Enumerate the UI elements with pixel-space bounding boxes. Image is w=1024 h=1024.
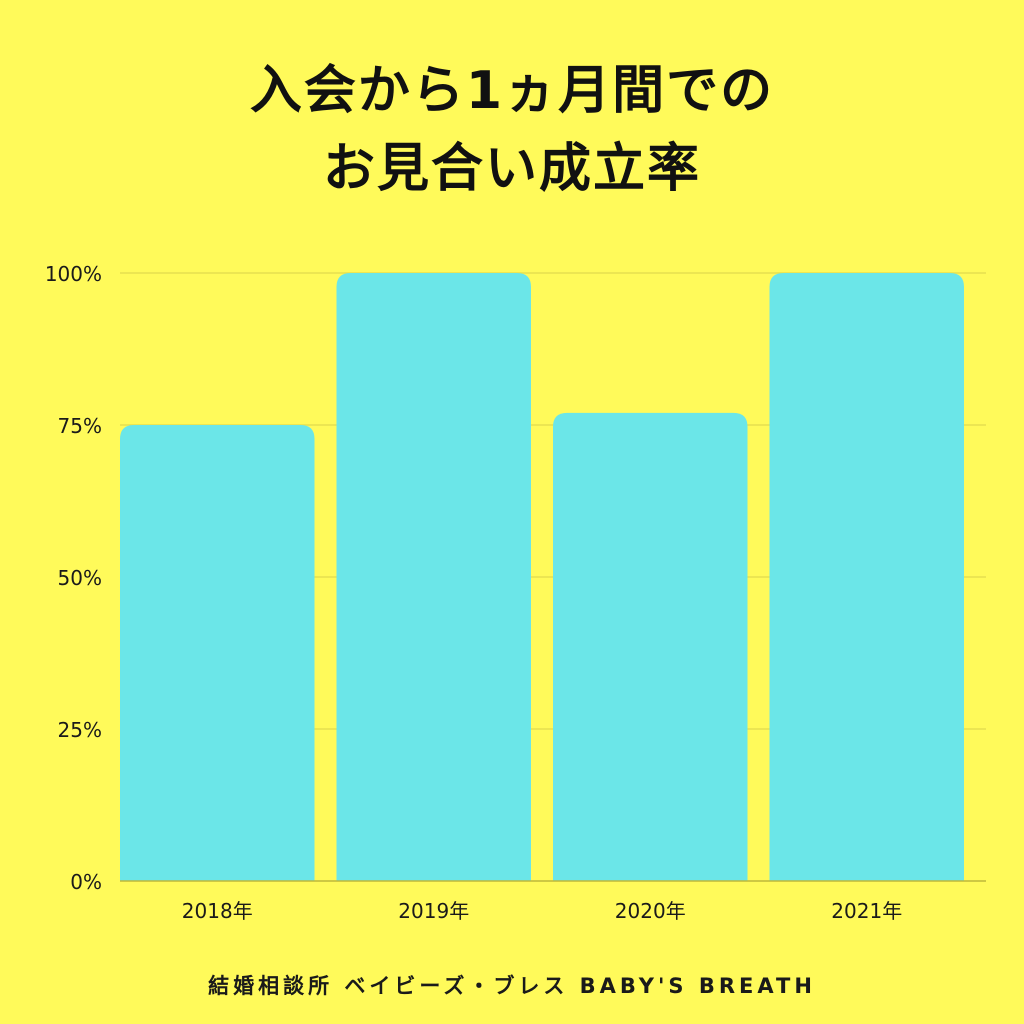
chart-title-line-1: 入会から1ヵ月間での [249, 61, 775, 121]
bar-2018年 [120, 425, 315, 881]
chart-title: 入会から1ヵ月間での お見合い成立率 [0, 52, 1024, 208]
x-tick-label: 2019年 [398, 899, 469, 923]
x-tick-label: 2020年 [615, 899, 686, 923]
footer-brand: 結婚相談所 ベイビーズ・ブレス BABY'S BREATH [208, 974, 816, 998]
y-tick-label: 100% [45, 262, 102, 286]
chart-title-line-2: お見合い成立率 [322, 139, 701, 199]
y-tick-labels: 0% 25% 50% 75% 100% [45, 262, 102, 894]
x-tick-label: 2021年 [831, 899, 902, 923]
x-tick-labels: 2018年 2019年 2020年 2021年 [182, 899, 902, 923]
x-tick-label: 2018年 [182, 899, 253, 923]
y-tick-label: 50% [58, 566, 102, 590]
y-tick-label: 25% [58, 718, 102, 742]
bar-2021年 [769, 273, 964, 881]
y-tick-label: 75% [58, 414, 102, 438]
bars [120, 273, 964, 881]
bar-2019年 [336, 273, 531, 881]
y-tick-label: 0% [70, 870, 102, 894]
bar-2020年 [553, 412, 748, 881]
